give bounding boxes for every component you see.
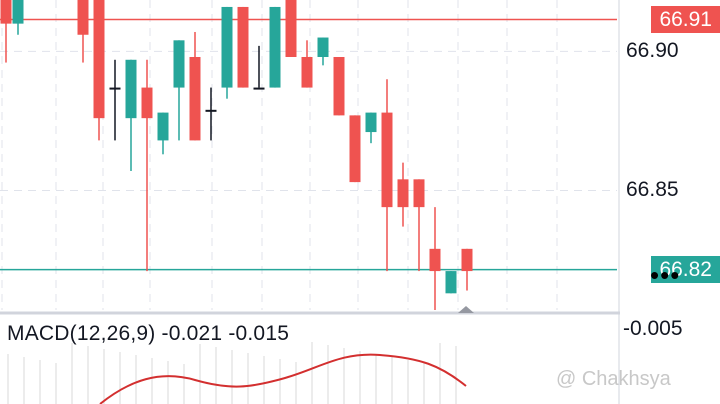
candle-body xyxy=(397,179,409,208)
candle-body xyxy=(189,56,201,141)
candle-body xyxy=(461,248,473,272)
candle-body xyxy=(157,112,169,141)
candle-body xyxy=(429,248,441,272)
candle-body xyxy=(237,6,249,88)
candle-body xyxy=(141,87,153,119)
candle-body xyxy=(317,37,329,57)
candle-body xyxy=(445,271,457,294)
candle-body xyxy=(0,0,12,24)
candle-body xyxy=(221,6,233,88)
more-options-icon[interactable]: ••• xyxy=(650,260,681,290)
candle-body xyxy=(93,0,105,119)
macd-signal-line xyxy=(99,353,467,404)
watermark: @ Chakhsya xyxy=(556,368,671,390)
candle-body xyxy=(333,56,345,116)
candle-body xyxy=(381,112,393,208)
candle-body xyxy=(77,0,89,35)
macd-axis-tick: -0.005 xyxy=(623,317,683,340)
macd-indicator-name: MACD(12,26,9) xyxy=(7,322,156,345)
candle-body xyxy=(269,6,281,88)
candle-body xyxy=(253,87,265,90)
candle-body xyxy=(365,112,377,133)
marker-triangle-icon xyxy=(458,306,474,313)
macd-legend: MACD(12,26,9) -0.021 -0.015 xyxy=(7,322,289,346)
candle-body xyxy=(413,179,425,208)
candle-body xyxy=(173,40,185,88)
candle-body xyxy=(301,56,313,88)
macd-signal-value: -0.015 xyxy=(228,322,290,345)
price-axis-tick: 66.85 xyxy=(626,178,679,202)
candle-body xyxy=(125,59,137,119)
last-price-tag: 66.91 xyxy=(651,5,720,33)
candle-body xyxy=(349,115,361,183)
candle-body xyxy=(12,0,24,24)
price-axis-tick: 66.90 xyxy=(626,39,679,63)
macd-value: -0.021 xyxy=(161,322,223,345)
candle-body xyxy=(205,109,217,112)
current-price-tag: 66.82 xyxy=(651,256,720,284)
candle-body xyxy=(109,87,121,90)
candle-body xyxy=(285,0,297,57)
